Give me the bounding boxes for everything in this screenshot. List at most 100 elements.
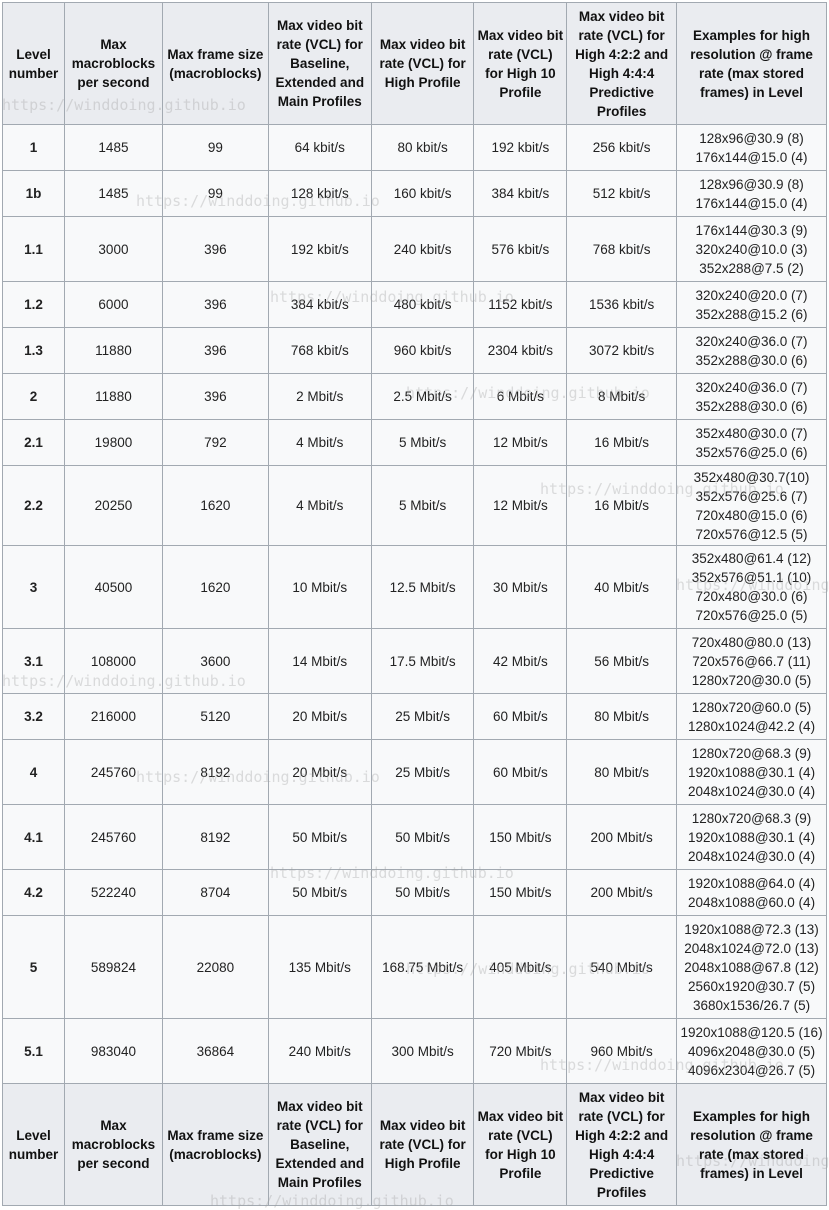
cell-level-number: 1 <box>2 124 65 171</box>
cell-bitrate-high422: 200 Mbit/s <box>566 804 678 870</box>
example-line: 320x240@10.0 (3) <box>695 241 808 257</box>
cell-max-macroblocks: 1485 <box>63 124 163 171</box>
cell-max-macroblocks: 522240 <box>63 869 163 916</box>
cell-bitrate-high10: 720 Mbit/s <box>473 1018 568 1084</box>
cell-examples: 128x96@30.9 (8) 176x144@15.0 (4) <box>676 124 827 171</box>
example-line: 352x576@25.6 (7) <box>695 488 808 504</box>
example-line: 352x480@61.4 (12) <box>691 551 812 566</box>
cell-bitrate-high: 50 Mbit/s <box>370 804 475 870</box>
cell-max-frame-size: 8704 <box>161 869 269 916</box>
example-line: 352x576@25.0 (6) <box>695 444 808 460</box>
table-row: 2.1 19800 792 4 Mbit/s 5 Mbit/s 12 Mbit/s 16 M… <box>2 419 827 466</box>
cell-max-frame-size: 99 <box>161 124 269 171</box>
cell-max-frame-size: 396 <box>161 373 269 420</box>
cell-bitrate-high10: 384 kbit/s <box>473 170 568 217</box>
cell-bitrate-high10: 60 Mbit/s <box>473 693 568 740</box>
cell-bitrate-high: 2.5 Mbit/s <box>370 373 475 420</box>
cell-bitrate-high: 25 Mbit/s <box>370 739 475 805</box>
example-line: 352x288@30.0 (6) <box>695 398 808 414</box>
cell-bitrate-high422: 80 Mbit/s <box>566 739 678 805</box>
cell-level-number: 1.1 <box>2 216 65 282</box>
example-line: 1280x1024@42.2 (4) <box>688 718 816 734</box>
cell-bitrate-high422: 8 Mbit/s <box>566 373 678 420</box>
cell-bitrate-high422: 16 Mbit/s <box>566 419 678 466</box>
example-line: 1280x720@68.3 (9) <box>691 745 812 761</box>
cell-bitrate-baseline: 4 Mbit/s <box>267 419 372 466</box>
cell-bitrate-baseline: 128 kbit/s <box>267 170 372 217</box>
cell-examples: 1280x720@60.0 (5) 1280x1024@42.2 (4) <box>676 693 827 740</box>
cell-level-number: 4 <box>2 739 65 805</box>
cell-bitrate-high: 480 kbit/s <box>370 281 475 328</box>
cell-level-number: 2 <box>2 373 65 420</box>
cell-bitrate-high: 5 Mbit/s <box>370 419 475 466</box>
table-row: 5.1 983040 36864 240 Mbit/s 300 Mbit/s 720 Mb… <box>2 1018 827 1084</box>
cell-examples: 352x480@61.4 (12) 352x576@51.1 (10) 720x48… <box>676 545 827 629</box>
cell-max-frame-size: 99 <box>161 170 269 217</box>
cell-bitrate-baseline: 10 Mbit/s <box>267 545 372 629</box>
cell-examples: 128x96@30.9 (8) 176x144@15.0 (4) <box>676 170 827 217</box>
cell-bitrate-high: 168.75 Mbit/s <box>370 915 475 1019</box>
cell-bitrate-high10: 12 Mbit/s <box>473 465 568 546</box>
header-bitrate-high10: Max video bit rate (VCL) for High 10 Pro… <box>473 1083 568 1206</box>
cell-examples: 720x480@80.0 (13) 720x576@66.7 (11) 1280x7… <box>676 628 827 694</box>
header-bitrate-high422: Max video bit rate (VCL) for High 4:2:2 … <box>566 2 678 125</box>
table-row: 1.2 6000 396 384 kbit/s 480 kbit/s 1152 kbit/… <box>2 281 827 328</box>
cell-examples: 320x240@20.0 (7) 352x288@15.2 (6) <box>676 281 827 328</box>
table-row: 2 11880 396 2 Mbit/s 2.5 Mbit/s 6 Mbit/s 8 Mbi… <box>2 373 827 420</box>
cell-level-number: 5 <box>2 915 65 1019</box>
cell-bitrate-high422: 540 Mbit/s <box>566 915 678 1019</box>
cell-bitrate-high: 12.5 Mbit/s <box>370 545 475 629</box>
cell-level-number: 5.1 <box>2 1018 65 1084</box>
cell-max-frame-size: 1620 <box>161 465 269 546</box>
cell-bitrate-baseline: 768 kbit/s <box>267 327 372 374</box>
cell-level-number: 4.2 <box>2 869 65 916</box>
cell-level-number: 3.2 <box>2 693 65 740</box>
cell-max-macroblocks: 19800 <box>63 419 163 466</box>
example-line: 1280x720@30.0 (5) <box>691 672 812 688</box>
header-max-frame-size: Max frame size (macroblocks) <box>161 2 269 125</box>
example-line: 352x576@51.1 (10) <box>691 570 812 585</box>
header-row-top: Level number Max macroblocks per second Ma… <box>2 2 827 125</box>
cell-examples: 352x480@30.7(10) 352x576@25.6 (7) 720x480@… <box>676 465 827 546</box>
table-row: 1.1 3000 396 192 kbit/s 240 kbit/s 576 kbit/s… <box>2 216 827 282</box>
example-line: 320x240@20.0 (7) <box>695 287 808 303</box>
cell-bitrate-baseline: 2 Mbit/s <box>267 373 372 420</box>
header-level-number: Level number <box>2 1083 65 1206</box>
example-line: 3680x1536/26.7 (5) <box>692 997 811 1013</box>
cell-bitrate-high10: 1152 kbit/s <box>473 281 568 328</box>
header-level-number: Level number <box>2 2 65 125</box>
example-line: 2048x1024@30.0 (4) <box>688 848 816 864</box>
cell-examples: 1920x1088@120.5 (16) 4096x2048@30.0 (5) 40… <box>676 1018 827 1084</box>
cell-level-number: 1b <box>2 170 65 217</box>
cell-max-macroblocks: 6000 <box>63 281 163 328</box>
cell-bitrate-high: 240 kbit/s <box>370 216 475 282</box>
header-examples: Examples for high resolution @ frame rat… <box>676 2 827 125</box>
cell-bitrate-high10: 192 kbit/s <box>473 124 568 171</box>
cell-bitrate-baseline: 50 Mbit/s <box>267 869 372 916</box>
header-bitrate-high10: Max video bit rate (VCL) for High 10 Pro… <box>473 2 568 125</box>
cell-max-frame-size: 396 <box>161 281 269 328</box>
cell-max-frame-size: 3600 <box>161 628 269 694</box>
example-line: 2048x1088@60.0 (4) <box>688 894 816 910</box>
example-line: 720x576@25.0 (5) <box>695 608 808 623</box>
table-row: 3 40500 1620 10 Mbit/s 12.5 Mbit/s 30 Mbit/s 4… <box>2 545 827 629</box>
cell-bitrate-baseline: 4 Mbit/s <box>267 465 372 546</box>
cell-bitrate-high10: 42 Mbit/s <box>473 628 568 694</box>
table-row: 1.3 11880 396 768 kbit/s 960 kbit/s 2304 kbit… <box>2 327 827 374</box>
cell-max-macroblocks: 3000 <box>63 216 163 282</box>
header-examples: Examples for high resolution @ frame rat… <box>676 1083 827 1206</box>
example-line: 1920x1088@30.1 (4) <box>688 829 816 845</box>
cell-bitrate-baseline: 64 kbit/s <box>267 124 372 171</box>
example-line: 2048x1088@67.8 (12) <box>684 959 819 975</box>
cell-examples: 320x240@36.0 (7) 352x288@30.0 (6) <box>676 373 827 420</box>
cell-examples: 176x144@30.3 (9) 320x240@10.0 (3) 352x288@… <box>676 216 827 282</box>
cell-examples: 320x240@36.0 (7) 352x288@30.0 (6) <box>676 327 827 374</box>
cell-bitrate-high422: 960 Mbit/s <box>566 1018 678 1084</box>
header-bitrate-baseline: Max video bit rate (VCL) for Baseline, E… <box>267 2 372 125</box>
example-line: 320x240@36.0 (7) <box>695 333 808 349</box>
header-bitrate-baseline: Max video bit rate (VCL) for Baseline, E… <box>267 1083 372 1206</box>
cell-bitrate-high422: 80 Mbit/s <box>566 693 678 740</box>
example-line: 1280x720@60.0 (5) <box>691 699 812 715</box>
example-line: 1920x1088@72.3 (13) <box>684 921 819 937</box>
